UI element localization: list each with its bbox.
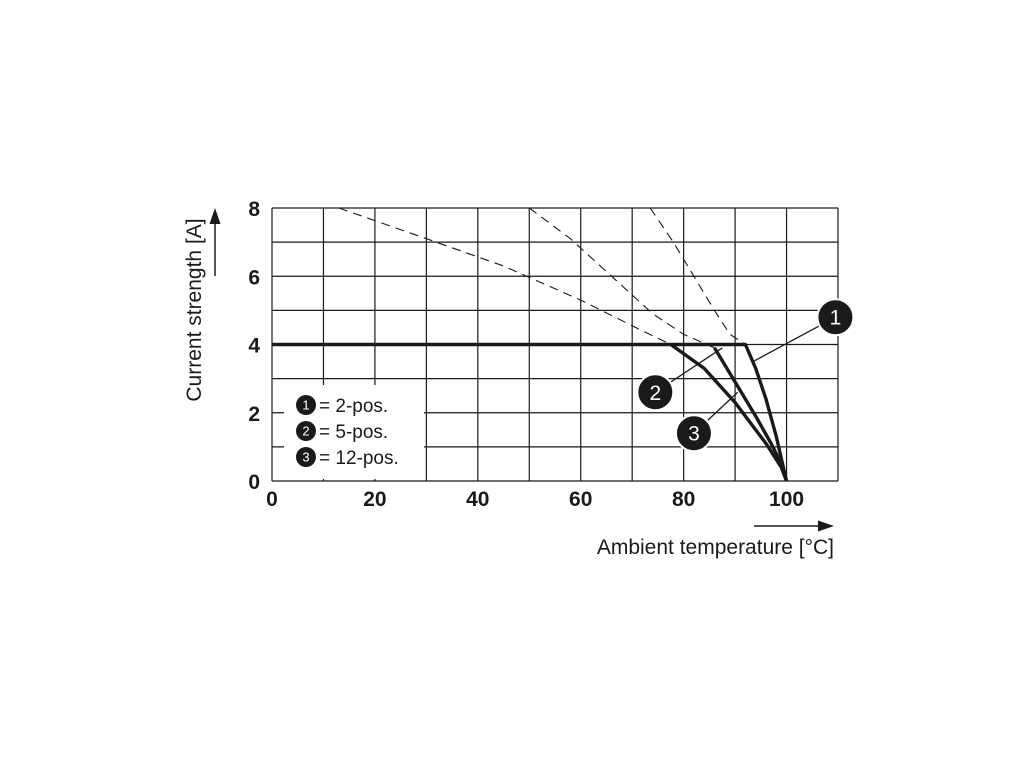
series-1-line [272, 342, 789, 482]
x-axis-label: Ambient temperature [°C] [597, 536, 834, 559]
legend: 1 = 2-pos. 2 = 5-pos. 3 = 12-pos. [284, 385, 424, 479]
legend-label: = 2-pos. [319, 396, 388, 417]
y-axis-label: Current strength [A] [183, 218, 206, 401]
series-3-line [669, 343, 789, 482]
x-tick-label: 60 [569, 488, 592, 511]
y-tick-label: 0 [248, 471, 260, 494]
callout-number: 2 [649, 382, 661, 405]
legend-marker-3 [296, 447, 316, 467]
legend-label: = 12-pos. [319, 448, 399, 469]
legend-marker-1 [296, 395, 316, 415]
y-axis-title: Current strength [A] [183, 208, 221, 402]
callout-number: 3 [688, 423, 700, 446]
legend-marker-number: 1 [302, 398, 309, 413]
y-tick-label: 6 [248, 266, 260, 289]
legend-marker-number: 2 [302, 424, 309, 439]
series-callouts: 1 2 3 [636, 298, 855, 453]
callout-marker-2 [636, 373, 675, 412]
x-tick-label: 40 [466, 488, 489, 511]
curves [272, 207, 789, 482]
y-axis-arrowhead [209, 208, 221, 224]
y-tick-label: 4 [248, 335, 260, 358]
legend-marker-number: 3 [302, 450, 309, 465]
y-tick-label: 2 [248, 403, 260, 426]
series-2-dashed-line [528, 207, 715, 349]
series-3-dashed-line [338, 207, 672, 345]
y-tick-label: 8 [248, 198, 260, 221]
x-tick-label: 20 [363, 488, 386, 511]
tick-labels: 0 20 40 60 80 100 0 2 4 6 8 [248, 198, 804, 511]
legend-label: = 5-pos. [319, 422, 388, 443]
callout-marker-3 [674, 414, 713, 453]
callout-number: 1 [830, 307, 842, 330]
x-axis-title: Ambient temperature [°C] [597, 520, 834, 559]
series-1-dashed-line [649, 207, 746, 345]
x-tick-label: 100 [769, 488, 804, 511]
legend-marker-2 [296, 421, 316, 441]
x-tick-label: 0 [266, 488, 278, 511]
x-tick-label: 80 [672, 488, 695, 511]
x-axis-arrowhead [818, 520, 834, 532]
callout-marker-1 [816, 298, 855, 337]
